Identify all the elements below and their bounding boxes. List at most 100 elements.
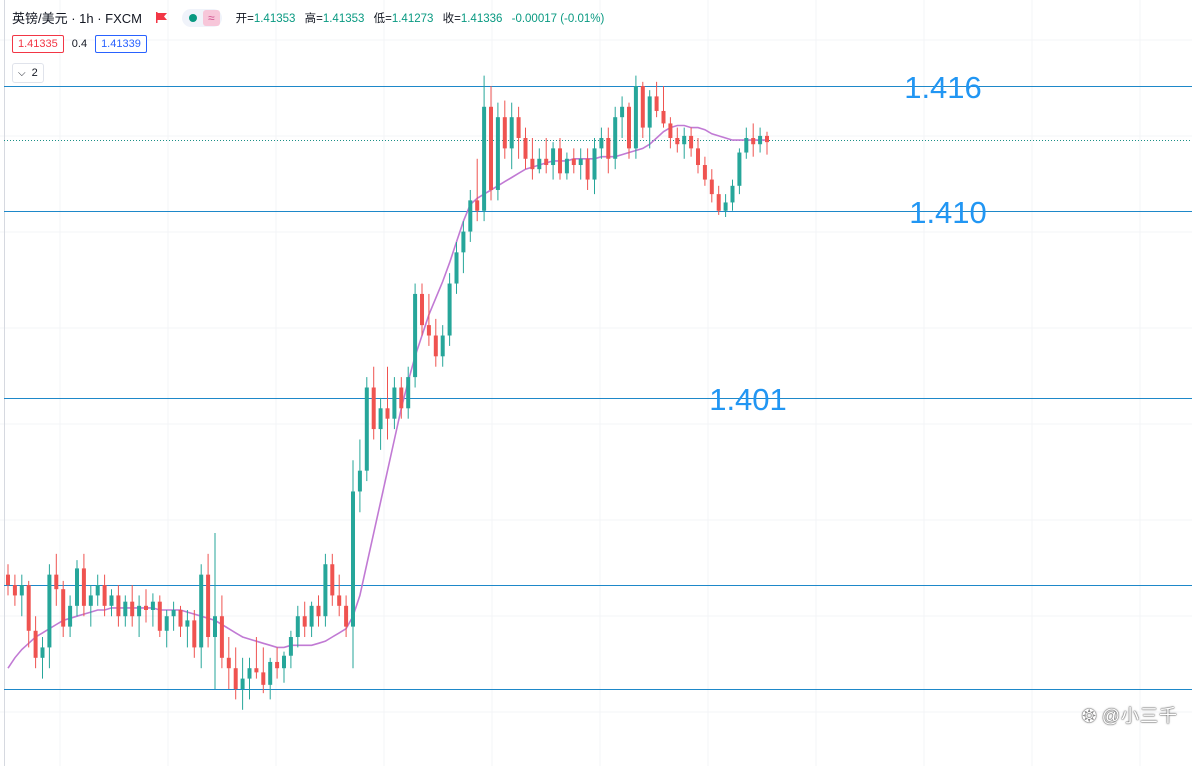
candle-body: [716, 194, 721, 211]
candle-body: [130, 601, 135, 617]
trade-buttons: 1.41335 0.4 1.41339: [12, 35, 147, 53]
spread-value: 0.4: [71, 38, 88, 50]
candle-body: [171, 609, 176, 617]
candle-body: [164, 616, 169, 631]
candle-body: [40, 647, 45, 658]
candle-body: [323, 564, 328, 617]
market-status-pill[interactable]: ≈: [182, 8, 222, 27]
candle-body: [709, 179, 714, 195]
candle-body: [489, 106, 493, 190]
candle-body: [454, 252, 459, 284]
candle-body: [88, 595, 93, 606]
candle-body: [578, 158, 583, 166]
candle-body: [213, 616, 217, 638]
candle-body: [530, 158, 535, 170]
candle-body: [192, 620, 197, 648]
indicators-toggle[interactable]: ⌵ 2: [12, 63, 44, 83]
candle-body: [765, 135, 769, 143]
candle-body: [137, 605, 142, 617]
high-value: 1.41353: [322, 12, 365, 25]
buy-button[interactable]: 1.41339: [95, 35, 147, 53]
candle-body: [433, 335, 438, 357]
candle-body: [47, 574, 52, 648]
candle-body: [502, 117, 507, 149]
candle-body: [316, 605, 321, 617]
candle-body: [730, 185, 735, 203]
open-value: 1.41353: [253, 12, 296, 25]
high-label: 高=: [304, 12, 323, 25]
candle-body: [413, 293, 418, 378]
candle-body: [420, 293, 424, 326]
candle-body: [268, 661, 273, 685]
candle-body: [185, 620, 190, 627]
candle-body: [330, 564, 335, 596]
candle-body: [254, 668, 259, 673]
level-label: 1.401: [709, 382, 787, 417]
candle-body: [406, 377, 411, 409]
candle-body: [26, 585, 31, 631]
candle-body: [537, 158, 542, 170]
change-value: -0.00017 (-0.01%): [511, 12, 605, 25]
candle-body: [516, 117, 521, 138]
candle-body: [392, 387, 397, 419]
candle-body: [109, 595, 114, 606]
candle-body: [661, 110, 666, 124]
candle-body: [385, 408, 390, 419]
candle-body: [475, 200, 480, 211]
candle-body: [447, 283, 452, 336]
candle-body: [295, 616, 300, 638]
candle-body: [599, 137, 604, 149]
candle-body: [247, 668, 252, 679]
candle-body: [364, 387, 369, 471]
candle-body: [157, 601, 162, 631]
candle-body: [689, 135, 694, 149]
candle-body: [482, 106, 487, 211]
candle-body: [744, 137, 749, 153]
candle-body: [592, 148, 597, 180]
candle-body: [19, 585, 24, 596]
candle-body: [12, 585, 17, 596]
candle-body: [440, 335, 445, 357]
candle-body: [337, 595, 342, 606]
watermark-text: @小三千: [1101, 706, 1178, 726]
symbol-title[interactable]: 英镑/美元 · 1h · FXCM: [12, 11, 143, 26]
candle-body: [178, 609, 183, 627]
candle-body: [351, 491, 355, 627]
sell-button[interactable]: 1.41335: [12, 35, 64, 53]
candle-body: [150, 601, 155, 610]
candle-body: [544, 158, 549, 166]
candle-body: [240, 678, 245, 689]
candle-body: [123, 601, 128, 617]
wave-icon: ≈: [203, 9, 220, 26]
candle-body: [606, 137, 611, 159]
candle-body: [682, 135, 687, 145]
candle-body: [199, 574, 204, 648]
candle-body: [261, 672, 266, 685]
candle-body: [275, 661, 280, 669]
candle-body: [81, 568, 86, 606]
candle-body: [571, 158, 576, 166]
candle-body: [461, 231, 466, 253]
candle-body: [613, 117, 618, 159]
close-value: 1.41336: [460, 12, 503, 25]
candle-body: [647, 96, 652, 128]
candle-body: [288, 637, 293, 656]
candle-body: [558, 148, 562, 174]
candle-body: [468, 200, 473, 232]
moving-average-line: [7, 124, 767, 669]
candle-body: [54, 574, 59, 590]
flag-icon[interactable]: [156, 12, 168, 23]
candle-body: [551, 148, 556, 166]
candle-body: [523, 137, 528, 159]
candle-body: [620, 106, 625, 118]
candle-body: [378, 408, 383, 430]
chart-header: 英镑/美元 · 1h · FXCM ≈ 开=1.41353 高=1.41353 …: [12, 8, 604, 27]
candle-body: [226, 657, 231, 669]
candle-body: [702, 165, 707, 180]
candle-body: [219, 616, 224, 658]
candle-body: [309, 605, 314, 627]
candle-body: [696, 148, 700, 166]
candle-body: [758, 135, 763, 145]
